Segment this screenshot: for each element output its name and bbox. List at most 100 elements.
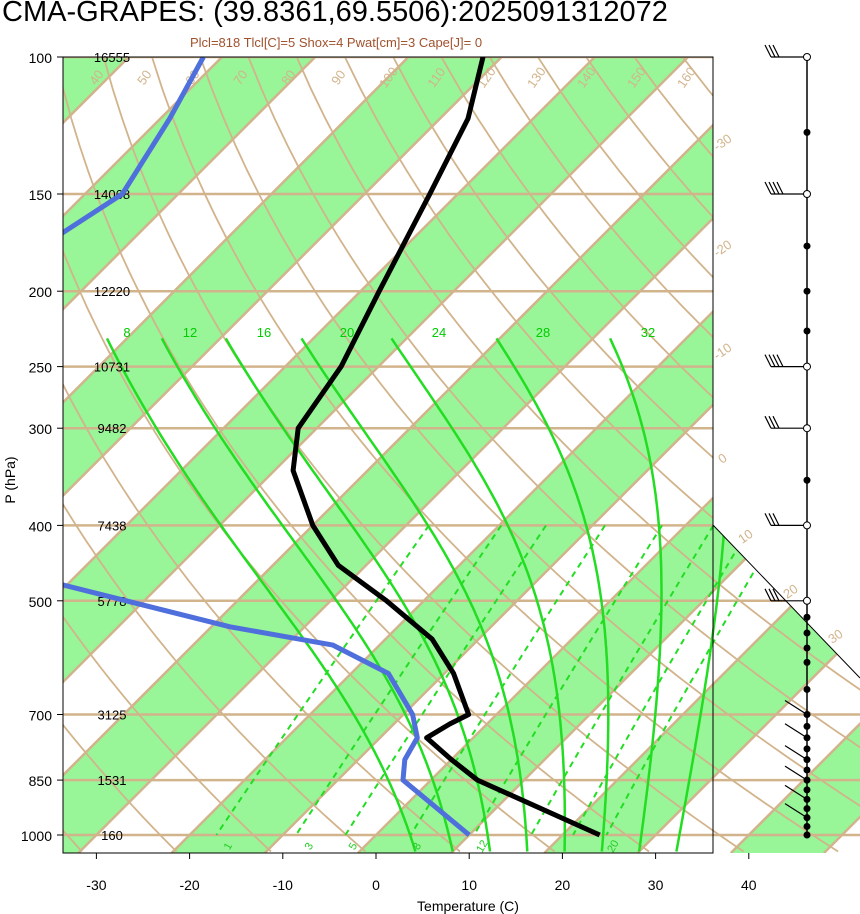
wind-barb-station — [803, 53, 811, 61]
y-tick-label: 700 — [29, 707, 53, 723]
dry-adiabat-label: 70 — [230, 67, 251, 87]
wind-barb-station — [803, 362, 811, 371]
dry-adiabat — [295, 57, 860, 853]
isotherm-line — [63, 57, 410, 853]
y-tick-label: 1000 — [21, 828, 52, 844]
isotherm-band — [63, 57, 502, 853]
dry-adiabat — [392, 57, 860, 853]
y-axis-label: P (hPa) — [2, 456, 18, 503]
sounding-profiles — [63, 57, 601, 838]
y-tick-label: 500 — [29, 594, 53, 610]
wind-level-dot — [803, 822, 811, 830]
wind-barb-feather — [764, 588, 772, 602]
wind-barb-feather — [776, 354, 784, 367]
moist-adiabat-label: 20 — [340, 325, 354, 340]
page-title: CMA-GRAPES: (39.8361,69.5506):2025091312… — [2, 0, 668, 28]
wind-level-dot — [803, 287, 811, 295]
wind-barb-feather — [768, 513, 776, 526]
frame-edge — [712, 524, 860, 679]
wind-barb-station — [803, 189, 811, 198]
wind-barb-feather — [764, 181, 772, 195]
isotherm-line — [63, 57, 783, 853]
y-tick-label: 300 — [29, 421, 53, 437]
mixing-ratio-lines — [215, 524, 782, 836]
dry-adiabat — [63, 57, 650, 853]
x-tick-label: 20 — [555, 877, 571, 893]
isotherm-edge-label: -30 — [710, 131, 734, 154]
y-tick-label: 100 — [29, 50, 53, 66]
wind-level-dot — [803, 766, 811, 774]
wind-barb-feather — [772, 181, 780, 195]
wind-barb-feather — [768, 354, 776, 367]
overlay-labels: 40 50 60 70 80 90 100 110 120 130 140 150 160-30-20-… — [86, 50, 846, 855]
wind-barb — [784, 765, 808, 781]
isotherm-edge-label: 30 — [825, 626, 845, 647]
dry-adiabat-label: 50 — [134, 67, 155, 87]
mixing-ratio-line — [473, 524, 663, 836]
dry-adiabat — [778, 57, 860, 853]
y-tick-label: 850 — [29, 773, 53, 789]
wind-barb-feather — [772, 44, 780, 58]
wind-barb-feather — [768, 588, 776, 602]
isotherm-line — [63, 57, 689, 853]
wind-barb — [784, 803, 808, 819]
wind-barb — [784, 745, 808, 761]
x-tick-label: -30 — [86, 877, 106, 893]
wind-level-dot — [803, 722, 811, 730]
wind-barb-feather — [764, 44, 772, 58]
mixing-ratio-line — [215, 524, 430, 836]
y-tick-label: 250 — [29, 360, 53, 376]
wind-level-dot — [803, 805, 811, 813]
plot-frame — [62, 56, 714, 854]
height-label: 9482 — [98, 421, 127, 436]
isotherm-line — [543, 57, 860, 853]
mixing-ratio-line — [530, 524, 715, 836]
isotherm-edge-label: -10 — [710, 340, 734, 363]
y-tick-label: 200 — [29, 284, 53, 300]
wind-level-dot — [803, 644, 811, 652]
dry-adiabat-label: 80 — [278, 67, 299, 87]
wind-barb-station — [803, 424, 811, 433]
wind-profile — [764, 44, 811, 839]
x-tick-label: 0 — [372, 877, 380, 893]
height-label: 10731 — [94, 360, 130, 375]
x-tick-label: 30 — [648, 877, 664, 893]
wind-barb — [784, 699, 808, 715]
dry-adiabat — [151, 57, 839, 853]
dry-adiabat-label: 40 — [86, 67, 107, 87]
sounding-indices: Plcl=818 Tlcl[C]=5 Shox=4 Pwat[cm]=3 Cap… — [190, 35, 483, 50]
wind-level-dot — [803, 476, 811, 484]
dry-adiabat-label: 90 — [328, 67, 349, 87]
isotherm-bands — [63, 57, 860, 853]
wind-level-dot — [803, 831, 811, 839]
dry-adiabat — [247, 57, 860, 853]
wind-barb-feather — [768, 415, 776, 429]
wind-barb-feather — [772, 513, 780, 526]
wind-barb-feather — [772, 354, 780, 367]
height-label: 7438 — [98, 518, 127, 533]
isotherm-line — [63, 57, 223, 853]
wind-level-dot — [803, 242, 811, 250]
height-label: 12220 — [94, 284, 130, 299]
isotherm-band — [63, 57, 316, 853]
wind-level-dot — [803, 745, 811, 753]
mixing-ratio-label: 5 — [347, 841, 360, 852]
x-tick-label: 40 — [741, 877, 757, 893]
isotherm-band — [544, 57, 860, 853]
moist-adiabat — [495, 337, 610, 852]
height-label: 14068 — [94, 187, 130, 202]
wind-level-dot — [803, 685, 811, 693]
wind-barb — [784, 723, 808, 739]
y-tick-label: 400 — [29, 518, 53, 534]
moist-adiabat — [160, 337, 454, 852]
isotherm-edge-label: -20 — [710, 237, 734, 260]
wind-barb-feather — [764, 415, 772, 429]
wind-barb-feather — [772, 588, 780, 602]
wind-level-dot — [803, 327, 811, 335]
dry-adiabat — [440, 57, 860, 853]
wind-barb-feather — [768, 44, 776, 58]
moist-adiabat — [608, 337, 663, 852]
moist-adiabat-label: 28 — [536, 325, 550, 340]
isotherm-line — [63, 57, 596, 853]
